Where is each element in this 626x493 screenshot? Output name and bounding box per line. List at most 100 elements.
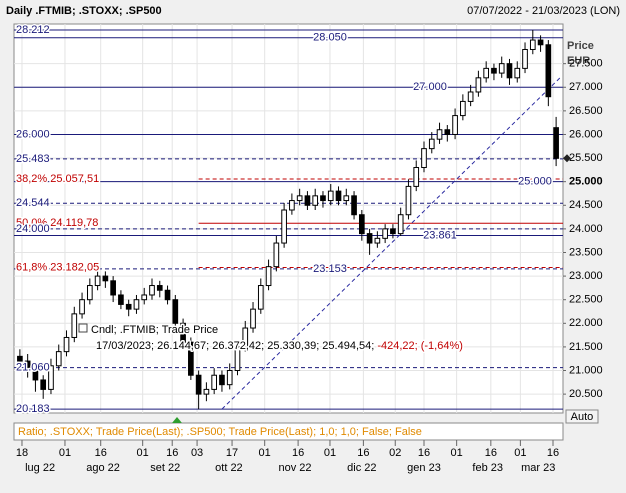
candle-body	[335, 190, 342, 202]
plot-area	[13, 23, 564, 414]
study-pane	[13, 422, 564, 441]
y-tick-label: 26.000	[569, 128, 603, 140]
candle-body	[444, 129, 451, 135]
candle-body	[421, 148, 427, 169]
candle-body	[257, 285, 264, 310]
x-tick-label: 16	[95, 447, 107, 459]
candle-body	[48, 365, 54, 390]
candle-body	[312, 195, 319, 206]
auto-button[interactable]	[565, 409, 599, 424]
levels	[14, 29, 563, 410]
month-label: ott 22	[215, 462, 243, 474]
candle-body	[327, 190, 334, 202]
candle-body	[55, 351, 62, 367]
candle-body	[343, 195, 350, 202]
y-tick-label: 20.500	[569, 388, 603, 400]
candle-body	[234, 346, 241, 372]
candle-body	[529, 39, 536, 50]
candle-body	[382, 228, 388, 239]
y-tick-label: 21.500	[569, 341, 603, 353]
candle-body	[553, 127, 559, 159]
candle-body	[133, 299, 140, 310]
y-tick-label: 24.000	[569, 223, 603, 235]
x-tick-label: 16	[292, 447, 304, 459]
candle-body	[32, 370, 39, 381]
candle-body	[211, 374, 218, 390]
candle-body	[71, 313, 78, 338]
level-label: 25.483	[16, 153, 50, 165]
axis-unit: EUR	[567, 55, 590, 67]
candle-body	[94, 275, 101, 287]
x-axis: 18 01 16 01 16 03 17 01 16 01 16 02 16 01 16 01 16 lug 22…	[16, 440, 559, 474]
level-label: 28.212	[16, 24, 50, 36]
month-label: feb 23	[472, 462, 503, 474]
level-label: 28.050	[313, 32, 347, 44]
candle-body	[141, 294, 148, 301]
candle-body	[413, 167, 420, 187]
level-label: 50,0% 24.119,78	[16, 217, 98, 229]
month-label: dic 22	[347, 462, 376, 474]
y-tick-label: 22.000	[569, 317, 603, 329]
x-tick-label: 16	[166, 447, 178, 459]
candle-body	[467, 91, 474, 102]
candle-body	[452, 115, 458, 135]
chart-header-title: Daily .FTMIB; .STOXX; .SP500	[6, 5, 162, 17]
x-tick-label: 01	[59, 447, 71, 459]
candle-body	[545, 44, 552, 98]
candle-body	[250, 308, 256, 329]
candle-body	[17, 355, 23, 362]
candle-body	[491, 67, 497, 74]
last-price-marker	[563, 154, 571, 163]
month-label: gen 23	[407, 462, 441, 474]
month-label: set 22	[150, 462, 180, 474]
candle-body	[125, 303, 132, 310]
x-tick-label: 18	[16, 447, 28, 459]
candle-body	[188, 341, 194, 376]
candles	[17, 30, 559, 410]
candle-body	[118, 294, 124, 305]
y-tick-label: 25.000	[569, 176, 603, 188]
level-label: 25.000	[518, 176, 552, 188]
y-tick-label: 26.500	[569, 105, 603, 117]
candle-body	[40, 379, 47, 390]
y-tick-label: 22.500	[569, 294, 603, 306]
y-tick-label: 23.500	[569, 246, 603, 258]
candle-body	[514, 67, 521, 79]
candle-body	[436, 129, 443, 140]
x-tick-label: 01	[259, 447, 271, 459]
candle-body	[195, 374, 202, 395]
info-icon	[78, 323, 88, 333]
x-tick-label: 01	[451, 447, 463, 459]
auto-button-label[interactable]: Auto	[571, 411, 594, 423]
candle-body	[102, 275, 109, 282]
candle-body	[358, 214, 365, 235]
candle-body	[428, 138, 435, 150]
axis-title: Price	[567, 40, 594, 52]
candle-body	[273, 242, 280, 268]
y-tick-label: 27.000	[569, 81, 603, 93]
candle-body	[483, 67, 490, 79]
level-label: 20.183	[16, 403, 50, 415]
candle-body	[320, 195, 326, 202]
candle-body	[351, 195, 357, 216]
candle-body	[405, 185, 412, 216]
level-label: 27.000	[413, 81, 447, 93]
candle-body	[522, 48, 528, 69]
candle-body	[289, 200, 295, 211]
level-label: 26.000	[16, 128, 50, 140]
candle-body	[203, 388, 210, 395]
level-label: 38,2% 25.057,51	[16, 173, 99, 185]
level-label: 23.153	[313, 263, 347, 275]
level-label: 24.544	[16, 197, 50, 209]
candle-body	[498, 63, 505, 74]
candle-body	[156, 285, 163, 291]
x-tick-label: 16	[418, 447, 430, 459]
y-tick-label: 24.500	[569, 199, 603, 211]
month-label: ago 22	[86, 462, 120, 474]
level-label: 23.861	[423, 229, 457, 241]
event-marker	[172, 417, 182, 423]
x-tick-label: 01	[137, 447, 149, 459]
candle-body	[397, 214, 404, 235]
x-tick-label: 16	[547, 447, 559, 459]
